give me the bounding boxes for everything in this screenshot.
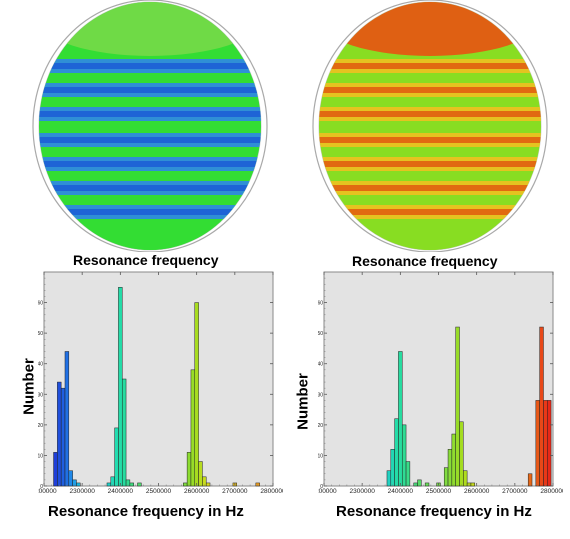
right-wafer-stripes [319, 2, 541, 250]
plot-area [43, 271, 274, 487]
histogram-bar [64, 351, 70, 487]
y-tick-label: 0 [320, 484, 323, 490]
histogram-bar [455, 326, 460, 487]
right-x-axis-label: Resonance frequency in Hz [336, 503, 532, 520]
x-tick-label: 2300000 [70, 488, 96, 495]
wafer-stripe-core [39, 63, 261, 69]
histogram-bar [424, 482, 430, 487]
histogram-bar [114, 427, 119, 487]
wafer-stripe-core [319, 87, 541, 93]
left-x-axis-label: Resonance frequency in Hz [48, 503, 244, 520]
y-tick-label: 50 [318, 331, 323, 337]
histogram-bar [451, 433, 456, 487]
wafer-stripe-core [319, 111, 541, 117]
x-tick-label: 2700000 [222, 488, 248, 495]
y-tick-label: 20 [38, 423, 43, 429]
x-tick-label: 2600000 [464, 488, 490, 495]
left-map-caption: Resonance frequency [73, 252, 219, 268]
histogram-bar [394, 418, 399, 487]
wafer-top-zone [40, 2, 260, 56]
histogram-bar [401, 424, 407, 487]
histogram-bar [186, 452, 192, 487]
x-tick-label: 2700000 [502, 488, 528, 495]
y-tick-label: 60 [318, 301, 323, 307]
y-tick-label: 10 [38, 453, 43, 459]
y-tick-label: 40 [318, 362, 323, 368]
histogram-bar [183, 482, 188, 487]
histogram-bar [106, 482, 112, 487]
histogram-bar [463, 470, 468, 487]
histogram-bar [205, 482, 211, 487]
wafer-stripe-core [319, 209, 541, 215]
x-tick-label: 2400000 [108, 488, 134, 495]
wafer-stripe-core [39, 111, 261, 117]
left-y-axis-label: Number [20, 358, 38, 415]
y-tick-label: 40 [38, 362, 43, 368]
histogram-bar [76, 482, 81, 487]
y-tick-label: 50 [38, 331, 43, 337]
histogram-bar [417, 479, 422, 487]
wafer-stripe-core [39, 87, 261, 93]
histogram-bar [535, 400, 540, 487]
right-wafer-map [312, 0, 548, 252]
wafer-top-zone [320, 2, 540, 56]
histogram-bar [470, 482, 476, 487]
histogram-bar [129, 482, 134, 487]
left-wafer-stripes [39, 2, 261, 250]
histogram-bar [121, 378, 127, 487]
wafer-stripe-core [319, 161, 541, 167]
plot-area [323, 271, 554, 487]
right-histogram: 0 10 20 30 40 50 60 2200000 2300000 2400000 250000… [318, 271, 563, 495]
x-tick-label: 2400000 [388, 488, 414, 495]
histogram-bar [539, 326, 544, 487]
x-tick-label: 2200000 [318, 488, 337, 495]
histogram-bar [53, 452, 58, 487]
left-histogram: 0 10 20 30 40 50 60 2200000 2300000 2400000 250000… [38, 271, 283, 495]
histogram-bar [443, 467, 449, 487]
y-tick-label: 30 [38, 392, 43, 398]
histogram-bar [390, 449, 395, 487]
y-tick-label: 0 [40, 484, 43, 490]
wafer-stripe-core [319, 137, 541, 143]
x-tick-label: 2500000 [426, 488, 452, 495]
histogram-bar [405, 461, 411, 487]
histogram-bar [447, 449, 453, 487]
histogram-bar [68, 470, 73, 487]
histogram-bar [459, 421, 464, 487]
right-map-caption: Resonance frequency [352, 253, 498, 269]
y-tick-label: 30 [318, 392, 323, 398]
histogram-bar [547, 400, 552, 487]
y-tick-label: 20 [318, 423, 323, 429]
left-wafer-map [32, 0, 268, 252]
histogram-bar [57, 381, 62, 487]
x-tick-label: 2200000 [38, 488, 57, 495]
histogram-bar [194, 302, 199, 487]
histogram-bar [118, 287, 123, 487]
wafer-stripe-core [39, 161, 261, 167]
histogram-bar [543, 400, 548, 487]
histogram-bar [527, 473, 533, 487]
y-tick-label: 10 [318, 453, 323, 459]
x-tick-label: 2500000 [146, 488, 172, 495]
histogram-bar [398, 351, 403, 487]
wafer-stripe-core [39, 209, 261, 215]
histogram-bar [190, 369, 196, 487]
histogram-bar [198, 461, 203, 487]
wafer-stripe-core [39, 185, 261, 191]
wafer-stripe-core [319, 185, 541, 191]
x-tick-label: 2600000 [184, 488, 210, 495]
histogram-bar [60, 387, 66, 487]
histogram-bar [137, 482, 142, 487]
y-tick-label: 60 [38, 301, 43, 307]
x-tick-label: 2300000 [350, 488, 376, 495]
histogram-bar [386, 470, 392, 487]
right-y-axis-label: Number [294, 373, 312, 430]
wafer-stripe-core [319, 63, 541, 69]
wafer-stripe-core [39, 137, 261, 143]
